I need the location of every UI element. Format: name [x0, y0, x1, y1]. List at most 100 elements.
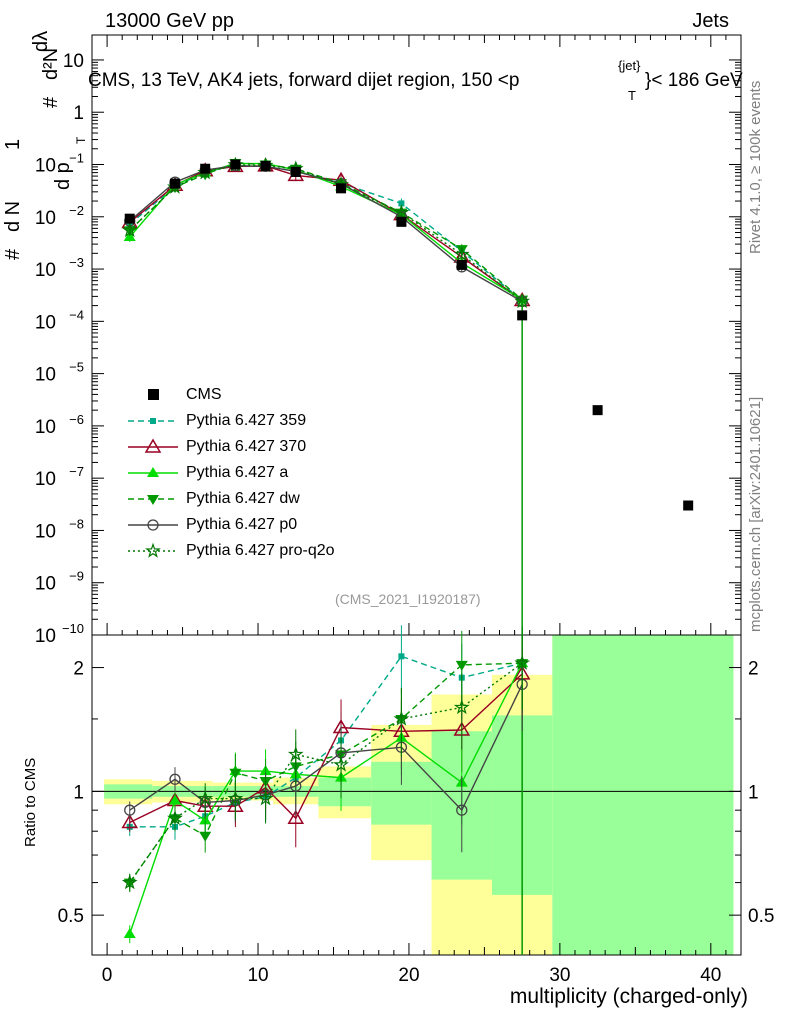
y-label-dp: d p — [52, 162, 74, 190]
x-tick-label: 10 — [247, 965, 268, 986]
y-label-one: 1 — [2, 138, 24, 150]
ratio-point — [229, 768, 242, 779]
y-tick-exponent: −5 — [69, 360, 84, 375]
ratio-point — [456, 804, 468, 816]
ratio-line — [129, 662, 523, 884]
data-point — [336, 183, 347, 194]
series-line — [129, 164, 523, 302]
ratio-line — [129, 655, 523, 828]
y-tick-label: 10 — [35, 155, 56, 176]
x-axis-label: multiplicity (charged-only) — [509, 985, 748, 1008]
y-tick-exponent: −8 — [69, 516, 84, 531]
data-point — [592, 405, 603, 416]
y-tick-label: 10 — [35, 626, 56, 647]
data-point — [456, 259, 467, 270]
ratio-point — [398, 653, 405, 660]
y-tick-exponent: −10 — [62, 621, 84, 636]
y-tick-label: 10 — [35, 521, 56, 542]
data-point — [230, 159, 241, 170]
ratio-y-tick-label: 1 — [73, 782, 84, 803]
legend-marker — [150, 418, 156, 424]
ratio-band-green — [318, 777, 372, 807]
ratio-frame — [91, 634, 742, 956]
ratio-point — [124, 804, 136, 816]
legend-markers — [128, 389, 178, 558]
series-line — [129, 165, 523, 302]
ratio-point — [167, 809, 183, 825]
y-tick-exponent: −3 — [69, 255, 84, 270]
ratio-point — [257, 790, 274, 806]
legend-p359: Pythia 6.427 359 — [186, 412, 307, 429]
data-point — [124, 213, 135, 224]
ratio-point — [455, 660, 468, 671]
ratio-point — [453, 699, 470, 715]
y-tick-exponent: −4 — [69, 307, 84, 322]
ratio-y-tick-label-right: 1 — [748, 782, 759, 803]
y-tick-label: 10 — [35, 208, 56, 229]
ratio-line — [129, 684, 523, 812]
ratio-bands — [104, 635, 734, 955]
y-tick-label: 10 — [35, 469, 56, 490]
legend-pp0: Pythia 6.427 p0 — [186, 516, 298, 533]
y-label-num1: # — [40, 96, 62, 108]
ratio-point — [197, 790, 214, 806]
data-point — [396, 216, 407, 227]
data-point — [170, 178, 181, 189]
y-label-den1: d N — [2, 200, 24, 232]
header-process: 13000 GeV pp — [105, 10, 234, 32]
y-tick-exponent: −2 — [69, 203, 84, 218]
ratio-line — [129, 673, 523, 824]
ratio-point — [287, 746, 304, 762]
ratio-point — [199, 831, 212, 842]
x-tick-label: 20 — [398, 965, 419, 986]
x-tick-label: 0 — [102, 965, 113, 986]
data-point — [517, 310, 528, 321]
data-point — [398, 200, 405, 207]
x-axis: 0 10 20 30 40 — [91, 35, 742, 986]
ratio-series-pq2o — [121, 626, 530, 892]
y-tick-exponent: −7 — [69, 464, 84, 479]
y-tick-label: 10 — [35, 312, 56, 333]
header-category: Jets — [692, 10, 729, 32]
data-point — [453, 246, 470, 262]
x-tick-label: 40 — [700, 965, 721, 986]
y-label-lambda: dλ — [30, 30, 52, 52]
y-tick-exponent: −6 — [69, 412, 84, 427]
ratio-point — [123, 927, 136, 938]
ratio-point — [169, 773, 181, 785]
legend-pq2o: Pythia 6.427 pro-q2o — [186, 542, 335, 559]
y-label-num2: d²N — [40, 47, 62, 80]
y-tick-label: 10 — [35, 365, 56, 386]
y-label-hash: # — [2, 248, 24, 260]
ratio-y-tick-label: 0.5 — [58, 906, 84, 927]
data-point — [683, 500, 694, 511]
y-tick-exponent: −9 — [69, 569, 84, 584]
y-tick-label: 10 — [35, 417, 56, 438]
legend-marker — [147, 519, 159, 531]
series-cms — [124, 159, 694, 511]
y-tick-label: 10 — [35, 574, 56, 595]
ratio-point — [393, 710, 410, 726]
ratio-line — [129, 662, 523, 884]
series-line — [129, 164, 523, 303]
ratio-axis-label: Ratio to CMS — [22, 757, 39, 847]
ratio-y-tick-label: 2 — [73, 659, 84, 680]
ratio-point — [333, 756, 349, 772]
y-tick-label: 10 — [63, 51, 84, 72]
ratio-point — [121, 814, 139, 829]
legend-marker — [147, 467, 159, 477]
legend-marker-cms — [148, 389, 159, 400]
legend-marker — [144, 438, 162, 453]
legend-marker — [147, 495, 159, 505]
ratio-point — [227, 790, 244, 806]
data-point — [121, 221, 138, 238]
series-line — [129, 164, 523, 303]
data-point — [393, 204, 410, 220]
series-line — [129, 162, 523, 301]
y-axis-label: # d N 1 d p # d²N dλ T — [0, 0, 88, 290]
ratio-y-tick-label-right: 2 — [748, 659, 759, 680]
ratio-point — [287, 809, 305, 825]
data-point — [290, 166, 301, 177]
